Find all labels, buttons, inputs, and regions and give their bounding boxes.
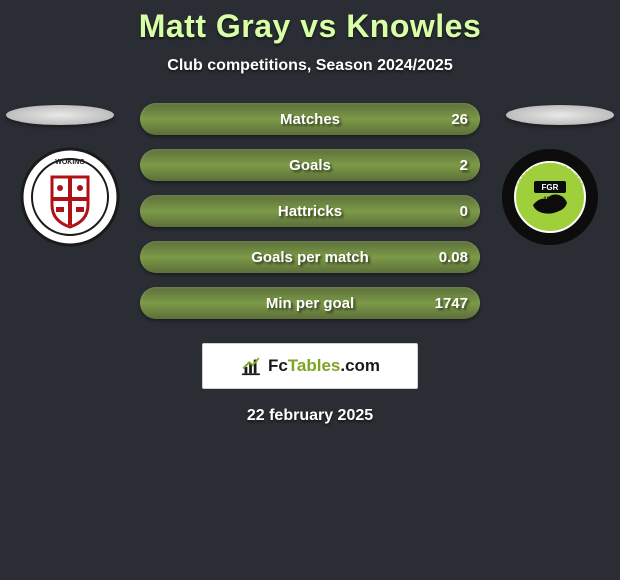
fctables-logo: FcTables.com — [202, 343, 418, 389]
comparison-stage: WOKING FOREST GREEN ROVERS FGR — [0, 103, 620, 319]
stat-row-right-value: 2 — [460, 149, 468, 181]
logo-tables: Tables — [288, 356, 341, 375]
stat-row: Goals per match0.08 — [140, 241, 480, 273]
stat-row-right-value: 26 — [451, 103, 468, 135]
stat-row-right-value: 0 — [460, 195, 468, 227]
stat-row-label: Goals per match — [140, 241, 480, 273]
bar-chart-icon — [240, 355, 262, 377]
subtitle: Club competitions, Season 2024/2025 — [0, 57, 620, 75]
forest-green-rovers-crest: FOREST GREEN ROVERS FGR 1889 — [500, 147, 600, 247]
svg-text:WOKING: WOKING — [55, 159, 85, 166]
stat-row-right-value: 0.08 — [439, 241, 468, 273]
svg-text:FGR: FGR — [542, 183, 559, 192]
woking-crest: WOKING — [20, 147, 120, 247]
stat-row-label: Min per goal — [140, 287, 480, 319]
stat-row-label: Hattricks — [140, 195, 480, 227]
page-title: Matt Gray vs Knowles — [0, 0, 620, 45]
stat-row: Matches26 — [140, 103, 480, 135]
logo-text: FcTables.com — [268, 356, 380, 376]
stat-rows: Matches26 Goals2 Hattricks0 Goals per match… — [140, 103, 480, 319]
stat-row: Hattricks0 — [140, 195, 480, 227]
crest-shadow-left — [6, 105, 114, 125]
date-line: 22 february 2025 — [0, 407, 620, 425]
stat-row: Min per goal1747 — [140, 287, 480, 319]
stat-row: Goals2 — [140, 149, 480, 181]
crest-shadow-right — [506, 105, 614, 125]
stat-row-right-value: 1747 — [435, 287, 468, 319]
logo-fc: Fc — [268, 356, 288, 375]
stat-row-label: Matches — [140, 103, 480, 135]
logo-dotcom: .com — [340, 356, 380, 375]
stat-row-label: Goals — [140, 149, 480, 181]
